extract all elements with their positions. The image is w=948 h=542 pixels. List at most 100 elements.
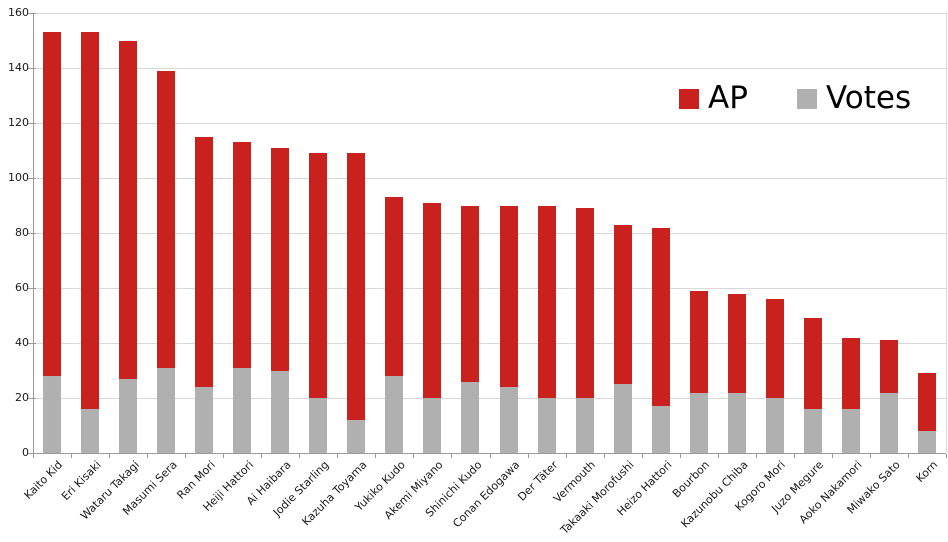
bar-segment-votes — [727, 392, 746, 453]
bar-segment-ap — [689, 290, 708, 393]
legend-label-votes: Votes — [826, 80, 912, 116]
x-axis-tick — [261, 454, 263, 458]
x-axis-tick — [603, 454, 605, 458]
bar-segment-votes — [803, 409, 822, 453]
x-axis-tick — [147, 454, 149, 458]
legend-swatch-votes — [797, 89, 817, 109]
y-axis-tick — [27, 398, 36, 399]
y-axis-label: 80 — [15, 226, 29, 239]
legend-swatch-ap — [679, 89, 699, 109]
bar-segment-ap — [461, 205, 480, 382]
y-axis-tick — [27, 178, 36, 179]
y-axis-tick — [27, 453, 36, 454]
y-axis-tick — [27, 343, 36, 344]
bar-segment-ap — [651, 227, 670, 407]
x-axis-tick — [907, 454, 909, 458]
x-axis-tick — [185, 454, 187, 458]
bar-segment-ap — [81, 32, 100, 409]
bar-segment-votes — [689, 392, 708, 453]
bar-segment-ap — [499, 205, 518, 387]
bar-segment-votes — [575, 398, 594, 453]
bar-segment-ap — [879, 340, 898, 393]
plot-right-border — [946, 13, 947, 453]
bar-segment-votes — [81, 409, 100, 453]
bar-segment-votes — [841, 409, 860, 453]
bar-segment-votes — [157, 367, 176, 453]
bar-segment-ap — [613, 224, 632, 385]
gridline-80 — [33, 233, 946, 234]
bar-segment-votes — [461, 381, 480, 453]
bar-segment-ap — [803, 318, 822, 409]
x-axis-tick — [946, 454, 947, 458]
bar-segment-votes — [347, 420, 366, 453]
y-axis-tick — [27, 13, 36, 14]
y-axis-label: 160 — [8, 6, 29, 19]
y-axis-label: 20 — [15, 391, 29, 404]
bar-segment-ap — [917, 373, 936, 431]
bar-segment-votes — [43, 376, 62, 453]
bar-segment-votes — [879, 392, 898, 453]
x-axis-tick — [33, 454, 34, 458]
x-axis-tick — [299, 454, 301, 458]
bar-segment-ap — [537, 205, 556, 398]
bar-segment-votes — [499, 387, 518, 453]
x-axis-tick — [527, 454, 529, 458]
bar-segment-ap — [43, 32, 62, 376]
x-axis-label: Conan Edogawa — [450, 458, 523, 531]
gridline-160 — [33, 13, 946, 14]
bar-segment-ap — [347, 153, 366, 420]
x-axis-tick — [337, 454, 339, 458]
x-axis-line — [33, 453, 946, 454]
bar-segment-votes — [195, 387, 214, 453]
bar-segment-ap — [157, 70, 176, 368]
bar-segment-votes — [309, 398, 328, 453]
x-axis-tick — [869, 454, 871, 458]
bar-segment-ap — [309, 153, 328, 398]
x-axis-tick — [375, 454, 377, 458]
y-axis-tick — [27, 123, 36, 124]
bar-segment-ap — [765, 299, 784, 398]
x-axis-tick — [641, 454, 643, 458]
bar-segment-ap — [841, 337, 860, 409]
x-axis-tick — [755, 454, 757, 458]
bar-segment-votes — [651, 406, 670, 453]
bar-segment-ap — [119, 40, 138, 379]
gridline-100 — [33, 178, 946, 179]
bar-segment-votes — [233, 367, 252, 453]
gridline-60 — [33, 288, 946, 289]
y-axis-label: 120 — [8, 116, 29, 129]
y-axis-tick — [27, 68, 36, 69]
x-axis-tick — [109, 454, 111, 458]
bar-segment-ap — [195, 136, 214, 387]
bar-segment-ap — [575, 208, 594, 398]
legend-label-ap: AP — [708, 80, 748, 116]
gridline-140 — [33, 68, 946, 69]
y-axis-label: 0 — [22, 446, 29, 459]
x-axis-tick — [489, 454, 491, 458]
bar-segment-votes — [271, 370, 290, 453]
y-axis-label: 100 — [8, 171, 29, 184]
x-axis-tick — [679, 454, 681, 458]
y-axis-label: 140 — [8, 61, 29, 74]
x-axis-label: Kaito Kid — [21, 458, 66, 502]
bar-segment-ap — [727, 293, 746, 393]
x-axis-tick — [223, 454, 225, 458]
bar-segment-ap — [385, 197, 404, 376]
y-axis-tick — [27, 233, 36, 234]
x-axis-tick — [717, 454, 719, 458]
gridline-120 — [33, 123, 946, 124]
bar-segment-votes — [385, 376, 404, 453]
bar-segment-votes — [537, 398, 556, 453]
y-axis-line — [33, 13, 34, 454]
y-axis-label: 40 — [15, 336, 29, 349]
bar-segment-votes — [613, 384, 632, 453]
x-axis-tick — [565, 454, 567, 458]
y-axis-tick — [27, 288, 36, 289]
x-axis-tick — [831, 454, 833, 458]
bar-segment-ap — [233, 142, 252, 368]
bar-segment-ap — [423, 202, 442, 398]
bar-segment-ap — [271, 147, 290, 371]
x-axis-tick — [413, 454, 415, 458]
x-axis-label: Korn — [913, 458, 941, 485]
